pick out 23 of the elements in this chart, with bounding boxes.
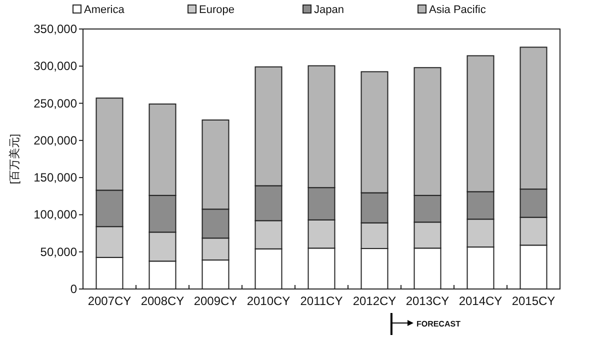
text: FORECAST xyxy=(416,320,461,328)
y-tick-label: 100,000 xyxy=(34,208,78,222)
x-tick-label: 2008CY xyxy=(140,294,184,308)
x-tick-label: 2013CY xyxy=(406,294,450,308)
x-tick-label: 2015CY xyxy=(512,294,556,308)
x-tick-label: 2009CY xyxy=(194,294,238,308)
x-tick-label: 2007CY xyxy=(88,294,132,308)
y-axis-title: [百万美元] xyxy=(8,134,21,184)
x-tick-label: 2014CY xyxy=(458,294,502,308)
y-tick-label: 0 xyxy=(70,282,78,296)
y-tick-label: 50,000 xyxy=(40,244,78,259)
legend-label: America xyxy=(84,4,126,16)
y-tick-label: 200,000 xyxy=(34,133,78,148)
legend-label: Europe xyxy=(199,4,234,16)
y-tick-label: 150,000 xyxy=(34,170,78,185)
y-tick-label: 350,000 xyxy=(34,22,78,36)
legend-label: Asia Pacific xyxy=(429,4,486,16)
x-tick-label: 2011CY xyxy=(300,294,343,308)
x-tick-label: 2010CY xyxy=(246,294,290,308)
y-tick-label: 300,000 xyxy=(34,59,78,74)
legend-label: Japan xyxy=(314,4,344,16)
y-tick-label: 250,000 xyxy=(34,96,78,110)
x-tick-label: 2012CY xyxy=(352,294,396,308)
